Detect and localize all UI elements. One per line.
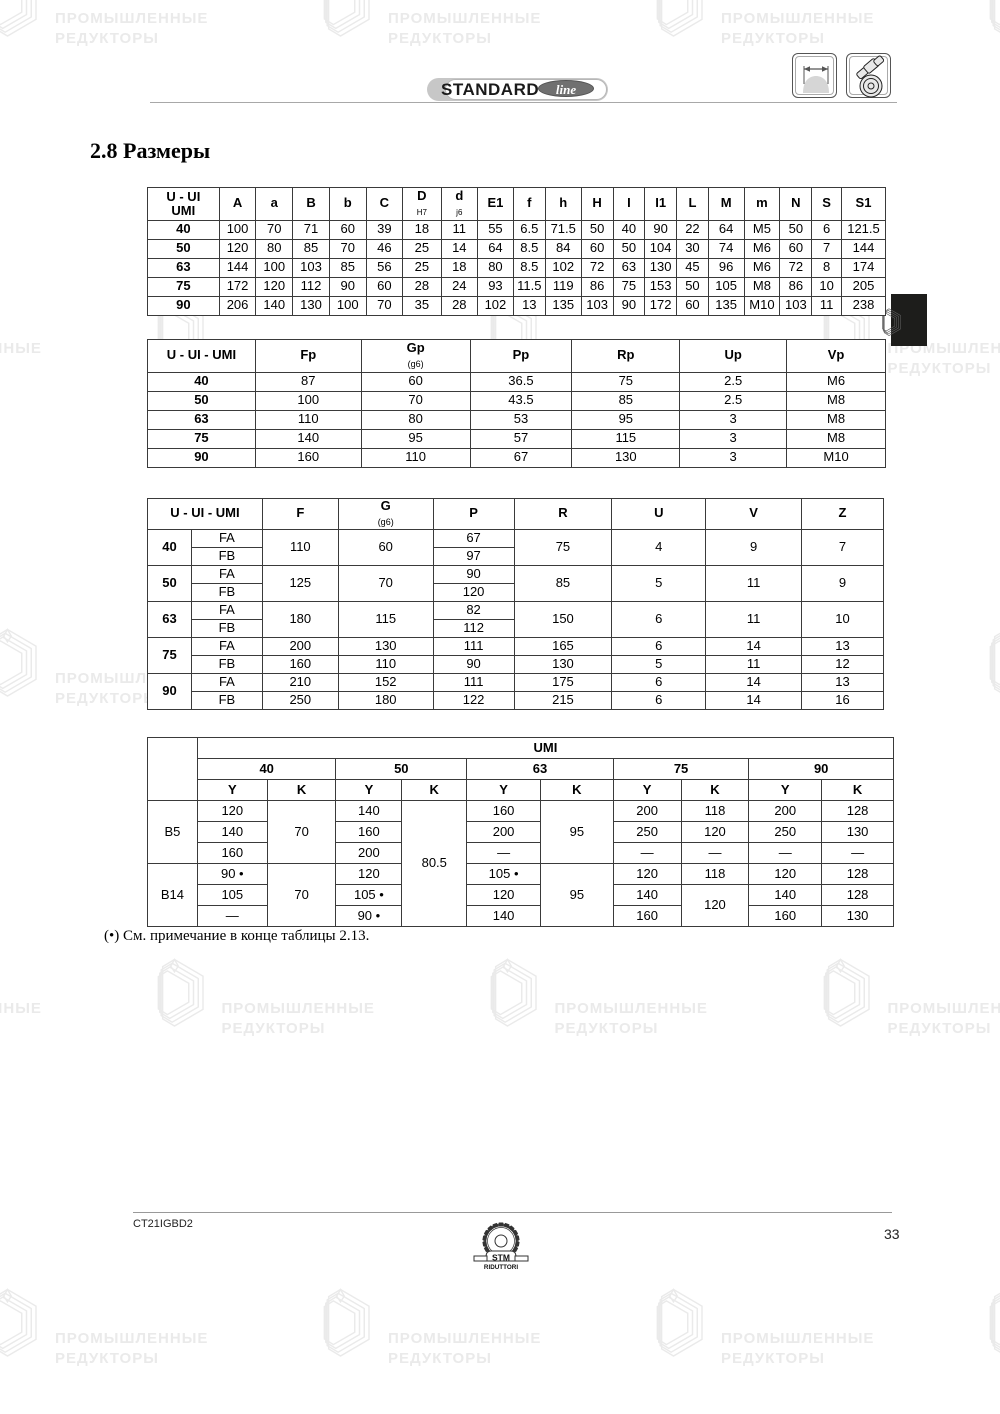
svg-text:RIDUTTORI: RIDUTTORI bbox=[484, 1264, 518, 1271]
svg-text:STM: STM bbox=[492, 1253, 510, 1263]
